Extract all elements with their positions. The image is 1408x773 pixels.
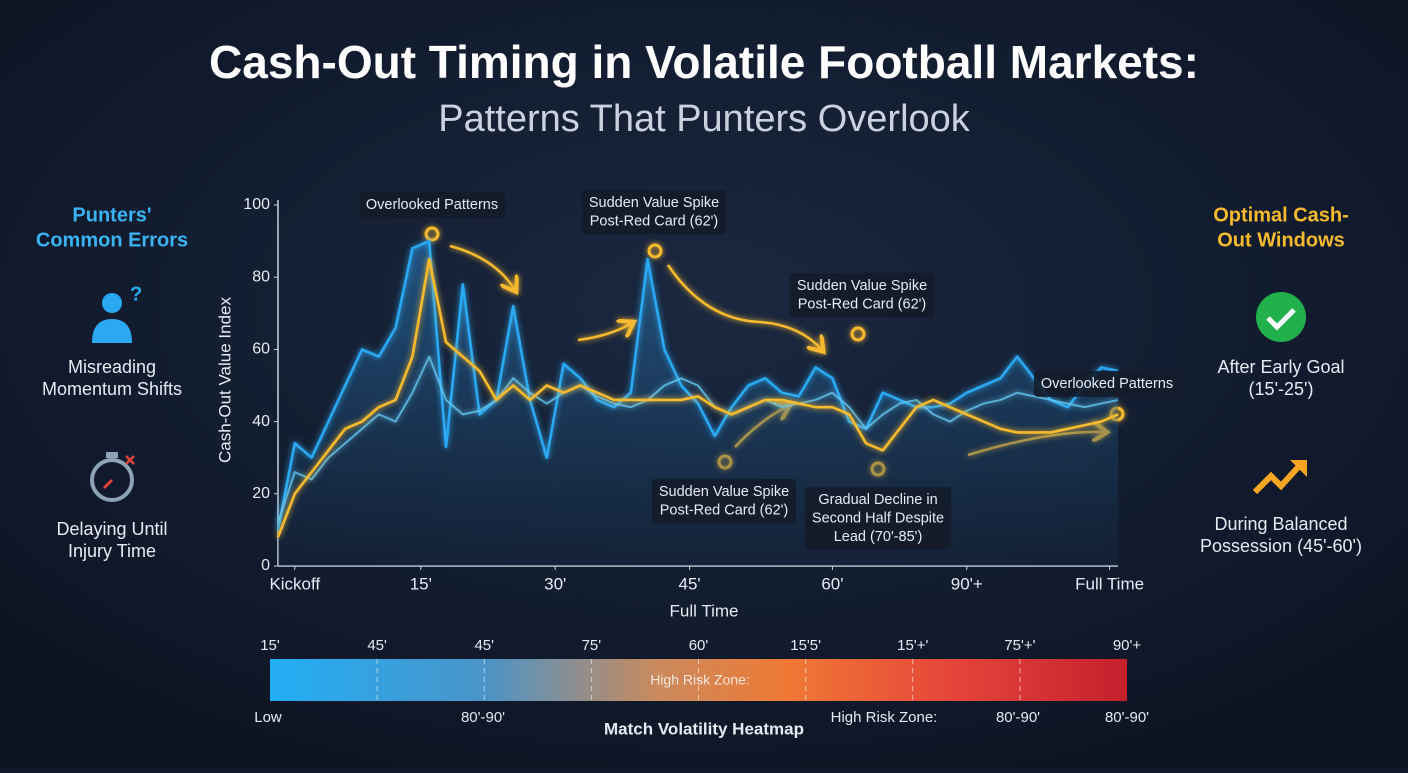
- annotation-text: Post-Red Card (62'): [798, 296, 926, 312]
- heatmap-title: Match Volatility Heatmap: [604, 719, 804, 738]
- line: [276, 239, 1119, 531]
- annotation-text: Second Half Despite: [812, 510, 944, 526]
- x-tick-label: 45': [679, 574, 701, 593]
- panel-item: Misreading: [68, 357, 156, 377]
- panel-item: Delaying Until: [56, 519, 167, 539]
- annotation-text: Overlooked Patterns: [366, 197, 498, 213]
- icons: ?: [90, 283, 1307, 502]
- heatmap-top-label: 75': [582, 637, 602, 654]
- annotation: Overlooked Patterns: [1033, 370, 1181, 397]
- panel-item: Possession (45'-60'): [1200, 536, 1362, 556]
- annotation-text: Sudden Value Spike: [589, 195, 719, 211]
- panel-title: Punters': [72, 204, 151, 226]
- annotation-box: [358, 191, 506, 218]
- heatmap-top-label: 15': [260, 637, 280, 654]
- annotation-box: [804, 486, 952, 550]
- x-tick-label: 30': [544, 574, 566, 593]
- panel-title: Common Errors: [36, 229, 188, 251]
- annotation-text: Overlooked Patterns: [1041, 376, 1173, 392]
- annotation-text: Lead (70'-85'): [834, 529, 923, 545]
- annotation-box: [1033, 370, 1181, 397]
- line: [277, 355, 1119, 523]
- y-tick-label: 60: [252, 341, 270, 358]
- heatmap-top-label: 15'+': [897, 637, 928, 654]
- x-tick-label: Kickoff: [269, 574, 320, 593]
- x-axis-label: Full Time: [670, 601, 739, 620]
- x-tick-label: Full Time: [1075, 574, 1144, 593]
- annotation: Sudden Value Spike Post-Red Card (62'): [581, 189, 727, 235]
- heatmap-bottom-label: 80'-90': [996, 709, 1040, 726]
- x-tick-label: 60': [821, 574, 843, 593]
- panel-item: Injury Time: [68, 541, 156, 561]
- heatmap-top-label: 75'+': [1004, 637, 1035, 654]
- annotation-text: Post-Red Card (62'): [590, 213, 718, 229]
- annotation-box: [651, 478, 797, 524]
- annotation-text: Post-Red Card (62'): [660, 502, 788, 518]
- y-tick-label: 80: [252, 268, 270, 285]
- y-tick-label: 0: [261, 557, 270, 574]
- x-tick-label: 90'+: [951, 574, 983, 593]
- annotation-box: [789, 272, 935, 318]
- svg-text:?: ?: [130, 283, 142, 305]
- annotation-text: Sudden Value Spike: [797, 278, 927, 294]
- annotation-text: Gradual Decline in: [818, 492, 937, 508]
- heatmap-top-label: 15'5': [790, 637, 821, 654]
- annotation: Sudden Value Spike Post-Red Card (62'): [789, 272, 935, 318]
- annotation-text: Sudden Value Spike: [659, 484, 789, 500]
- heatmap-top-label: 45': [367, 637, 387, 654]
- annotation: Overlooked Patterns: [358, 191, 506, 218]
- panel-item: (15'-25'): [1249, 379, 1314, 399]
- panel-item: After Early Goal: [1217, 357, 1344, 377]
- subtitle: Patterns That Punters Overlook: [438, 98, 971, 140]
- y-tick-label: 100: [243, 196, 270, 213]
- title: Cash-Out Timing in Volatile Football Mar…: [209, 36, 1199, 88]
- heatmap-bottom-label: Low: [254, 709, 282, 726]
- annotation: Sudden Value Spike Post-Red Card (62'): [651, 478, 797, 524]
- panel-item: Momentum Shifts: [42, 379, 182, 399]
- heatmap-bottom-label: 80'-90': [1105, 709, 1149, 726]
- heatmap-center-label: High Risk Zone:: [650, 672, 750, 688]
- heatmap-top-label: 90'+: [1113, 637, 1142, 654]
- y-tick-label: 40: [252, 413, 270, 430]
- panel-title: Out Windows: [1217, 229, 1345, 251]
- panel-item: During Balanced: [1214, 514, 1347, 534]
- heatmap-top-label: 60': [689, 637, 709, 654]
- y-tick-label: 20: [252, 485, 270, 502]
- heatmap-bottom-label: 80'-90': [461, 709, 505, 726]
- panel-title: Optimal Cash-: [1213, 204, 1349, 226]
- x-tick-label: 15': [410, 574, 432, 593]
- y-axis-label: Cash-Out Value Index: [215, 297, 234, 463]
- annotation: Gradual Decline in Second Half Despite Lea…: [804, 486, 952, 550]
- heatmap-bottom-label: High Risk Zone:: [831, 709, 938, 726]
- heatmap-top-label: 45': [474, 637, 494, 654]
- annotation-box: [581, 189, 727, 235]
- line: [276, 257, 1119, 538]
